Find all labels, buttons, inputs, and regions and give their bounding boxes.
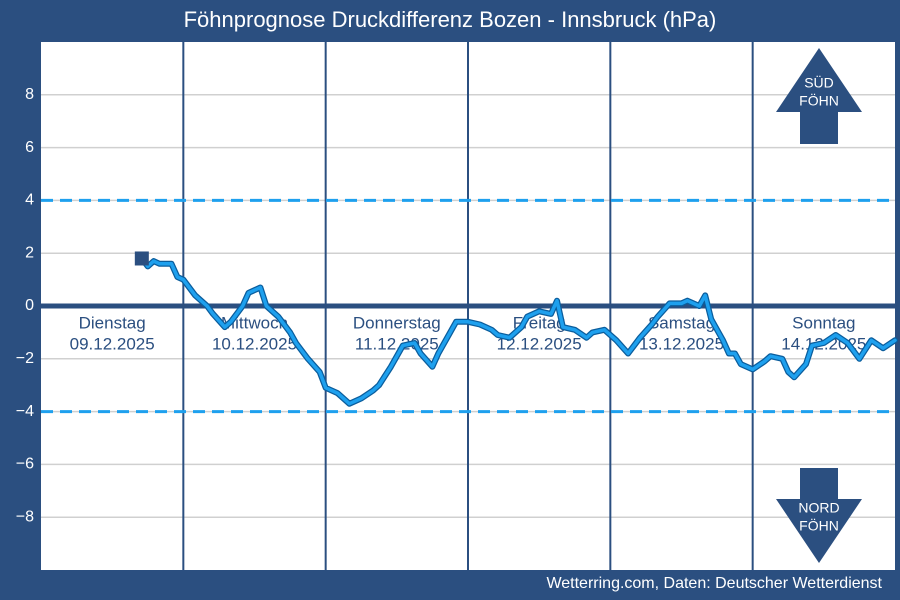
day-date: 09.12.2025 (70, 334, 155, 353)
y-tick-label: −4 (16, 403, 34, 420)
arrow-up (776, 48, 862, 144)
day-name: Dienstag (79, 313, 146, 332)
chart-title: Föhnprognose Druckdifferenz Bozen - Inns… (184, 7, 717, 32)
arrow-down (776, 468, 862, 563)
source: Wetterring.com, Daten: Deutscher Wetterd… (546, 575, 882, 592)
y-tick-label: 4 (25, 192, 34, 209)
day-name: Mittwoch (221, 313, 288, 332)
arrow-label: FÖHN (799, 92, 839, 109)
y-tick-label: 6 (25, 139, 34, 156)
day-name: Samstag (648, 313, 715, 332)
y-tick-label: 2 (25, 244, 34, 261)
arrow-label: FÖHN (799, 517, 839, 534)
y-tick-label: −2 (16, 350, 34, 367)
day-name: Donnerstag (353, 313, 441, 332)
day-date: 13.12.2025 (639, 334, 724, 353)
y-tick-label: 8 (25, 86, 34, 103)
arrow-label: SÜD (804, 74, 834, 91)
line (140, 256, 897, 406)
day-date: 12.12.2025 (497, 334, 582, 353)
y-tick-label: 0 (25, 297, 34, 314)
y-tick-label: −6 (16, 456, 34, 473)
arrow-label: NORD (798, 500, 839, 516)
day-date: 10.12.2025 (212, 334, 297, 353)
start-marker (134, 251, 149, 266)
y-tick-label: −8 (16, 508, 34, 525)
day-name: Sonntag (792, 313, 855, 332)
